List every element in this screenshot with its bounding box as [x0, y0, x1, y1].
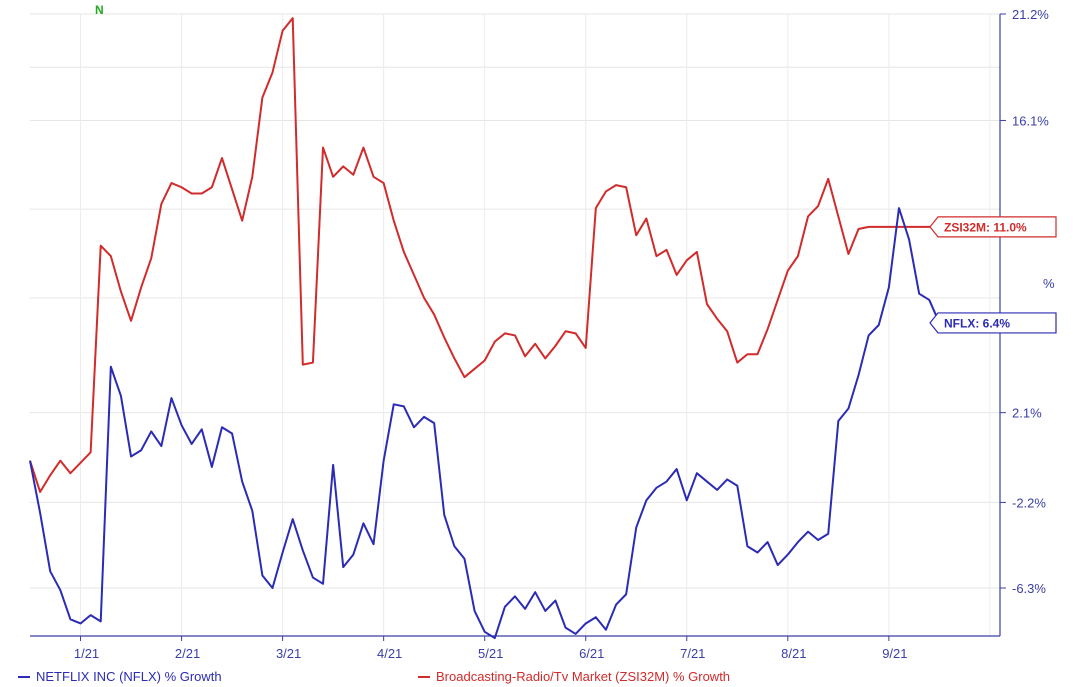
tag-label-zsi32m: ZSI32M: 11.0%: [944, 220, 1027, 234]
stray-tick-mark: %: [1043, 276, 1055, 291]
y-tick-label: -6.3%: [1012, 581, 1046, 596]
tag-label-nflx: NFLX: 6.4%: [944, 316, 1010, 330]
x-tick-label: 3/21: [276, 646, 301, 661]
axes: [30, 13, 1006, 641]
series-lines: [29, 17, 941, 640]
x-tick-label: 5/21: [478, 646, 503, 661]
y-tick-label: -2.2%: [1012, 495, 1046, 510]
y-tick-label: 21.2%: [1012, 7, 1049, 22]
legend: NETFLIX INC (NFLX) % Growth Broadcasting…: [18, 669, 730, 684]
x-tick-label: 4/21: [377, 646, 402, 661]
y-tick-labels: 21.2% 16.1% 2.1% -2.2% -6.3%: [1012, 7, 1049, 596]
y-tick-label: 2.1%: [1012, 406, 1042, 421]
x-tick-label: 2/21: [175, 646, 200, 661]
x-tick-label: 9/21: [882, 646, 907, 661]
x-tick-labels: 1/21 2/21 3/21 4/21 5/21 6/21 7/21 8/21 9/21: [74, 646, 908, 661]
x-tick-label: 8/21: [781, 646, 806, 661]
legend-label-nflx: NETFLIX INC (NFLX) % Growth: [36, 669, 222, 684]
legend-label-zsi32m: Broadcasting-Radio/Tv Market (ZSI32M) % …: [436, 669, 730, 684]
corner-mark: N: [95, 3, 104, 17]
series-line-nflx: [29, 207, 941, 640]
tag-box-nflx: [929, 312, 1057, 334]
x-tick-label: 7/21: [680, 646, 705, 661]
grid-lines: [30, 13, 1000, 636]
y-tick-label: 16.1%: [1012, 113, 1049, 128]
x-tick-label: 1/21: [74, 646, 99, 661]
value-tags: NFLX: 6.4% ZSI32M: 11.0%: [929, 216, 1057, 334]
series-line-zsi32m: [29, 17, 940, 493]
x-tick-label: 6/21: [579, 646, 604, 661]
tag-box-zsi32m: [929, 216, 1057, 238]
